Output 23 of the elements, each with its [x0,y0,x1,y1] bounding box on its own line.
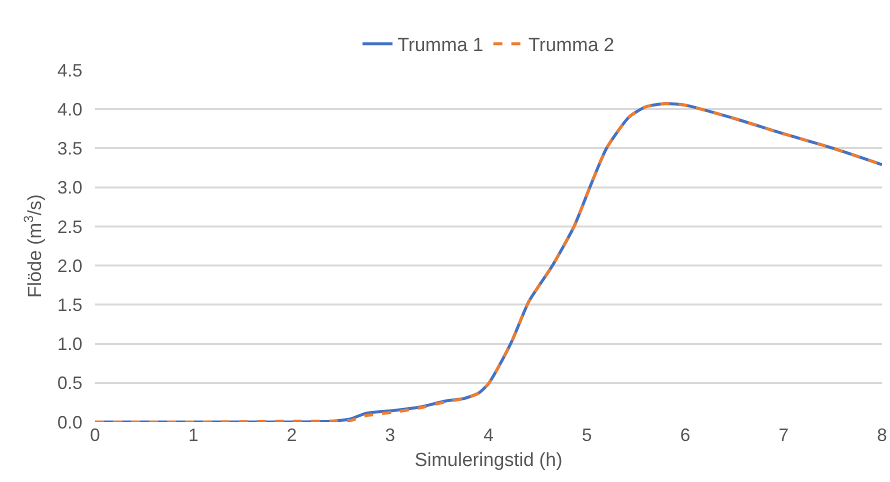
x-tick-label: 2 [286,425,297,445]
x-tick-label: 4 [483,425,494,445]
y-tick-label: 3.0 [57,178,82,198]
x-tick-label: 7 [778,425,789,445]
x-tick-label: 6 [680,425,690,445]
y-tick-label: 0.5 [57,373,82,394]
x-tick-label: 0 [90,425,100,445]
y-tick-label: 2.0 [57,256,82,276]
legend-label: Trumma 2 [528,35,614,56]
y-tick-label: 1.5 [57,294,82,315]
x-axis-title: Simuleringstid (h) [414,450,562,471]
x-tick-label: 1 [188,425,198,445]
y-tick-label: 4.0 [57,99,82,120]
x-tick-label: 3 [385,425,396,445]
y-tick-label: 0.0 [57,412,82,432]
line-series [95,102,882,422]
legend-label: Trumma 1 [398,35,484,56]
y-tick-label: 3.5 [57,138,82,159]
y-tick-label: 4.5 [57,60,82,80]
y-tick-label: 1.0 [57,334,82,354]
x-tick-label: 5 [582,425,592,445]
y-tick-label: 2.5 [57,216,82,237]
x-tick-label: 8 [876,425,888,445]
